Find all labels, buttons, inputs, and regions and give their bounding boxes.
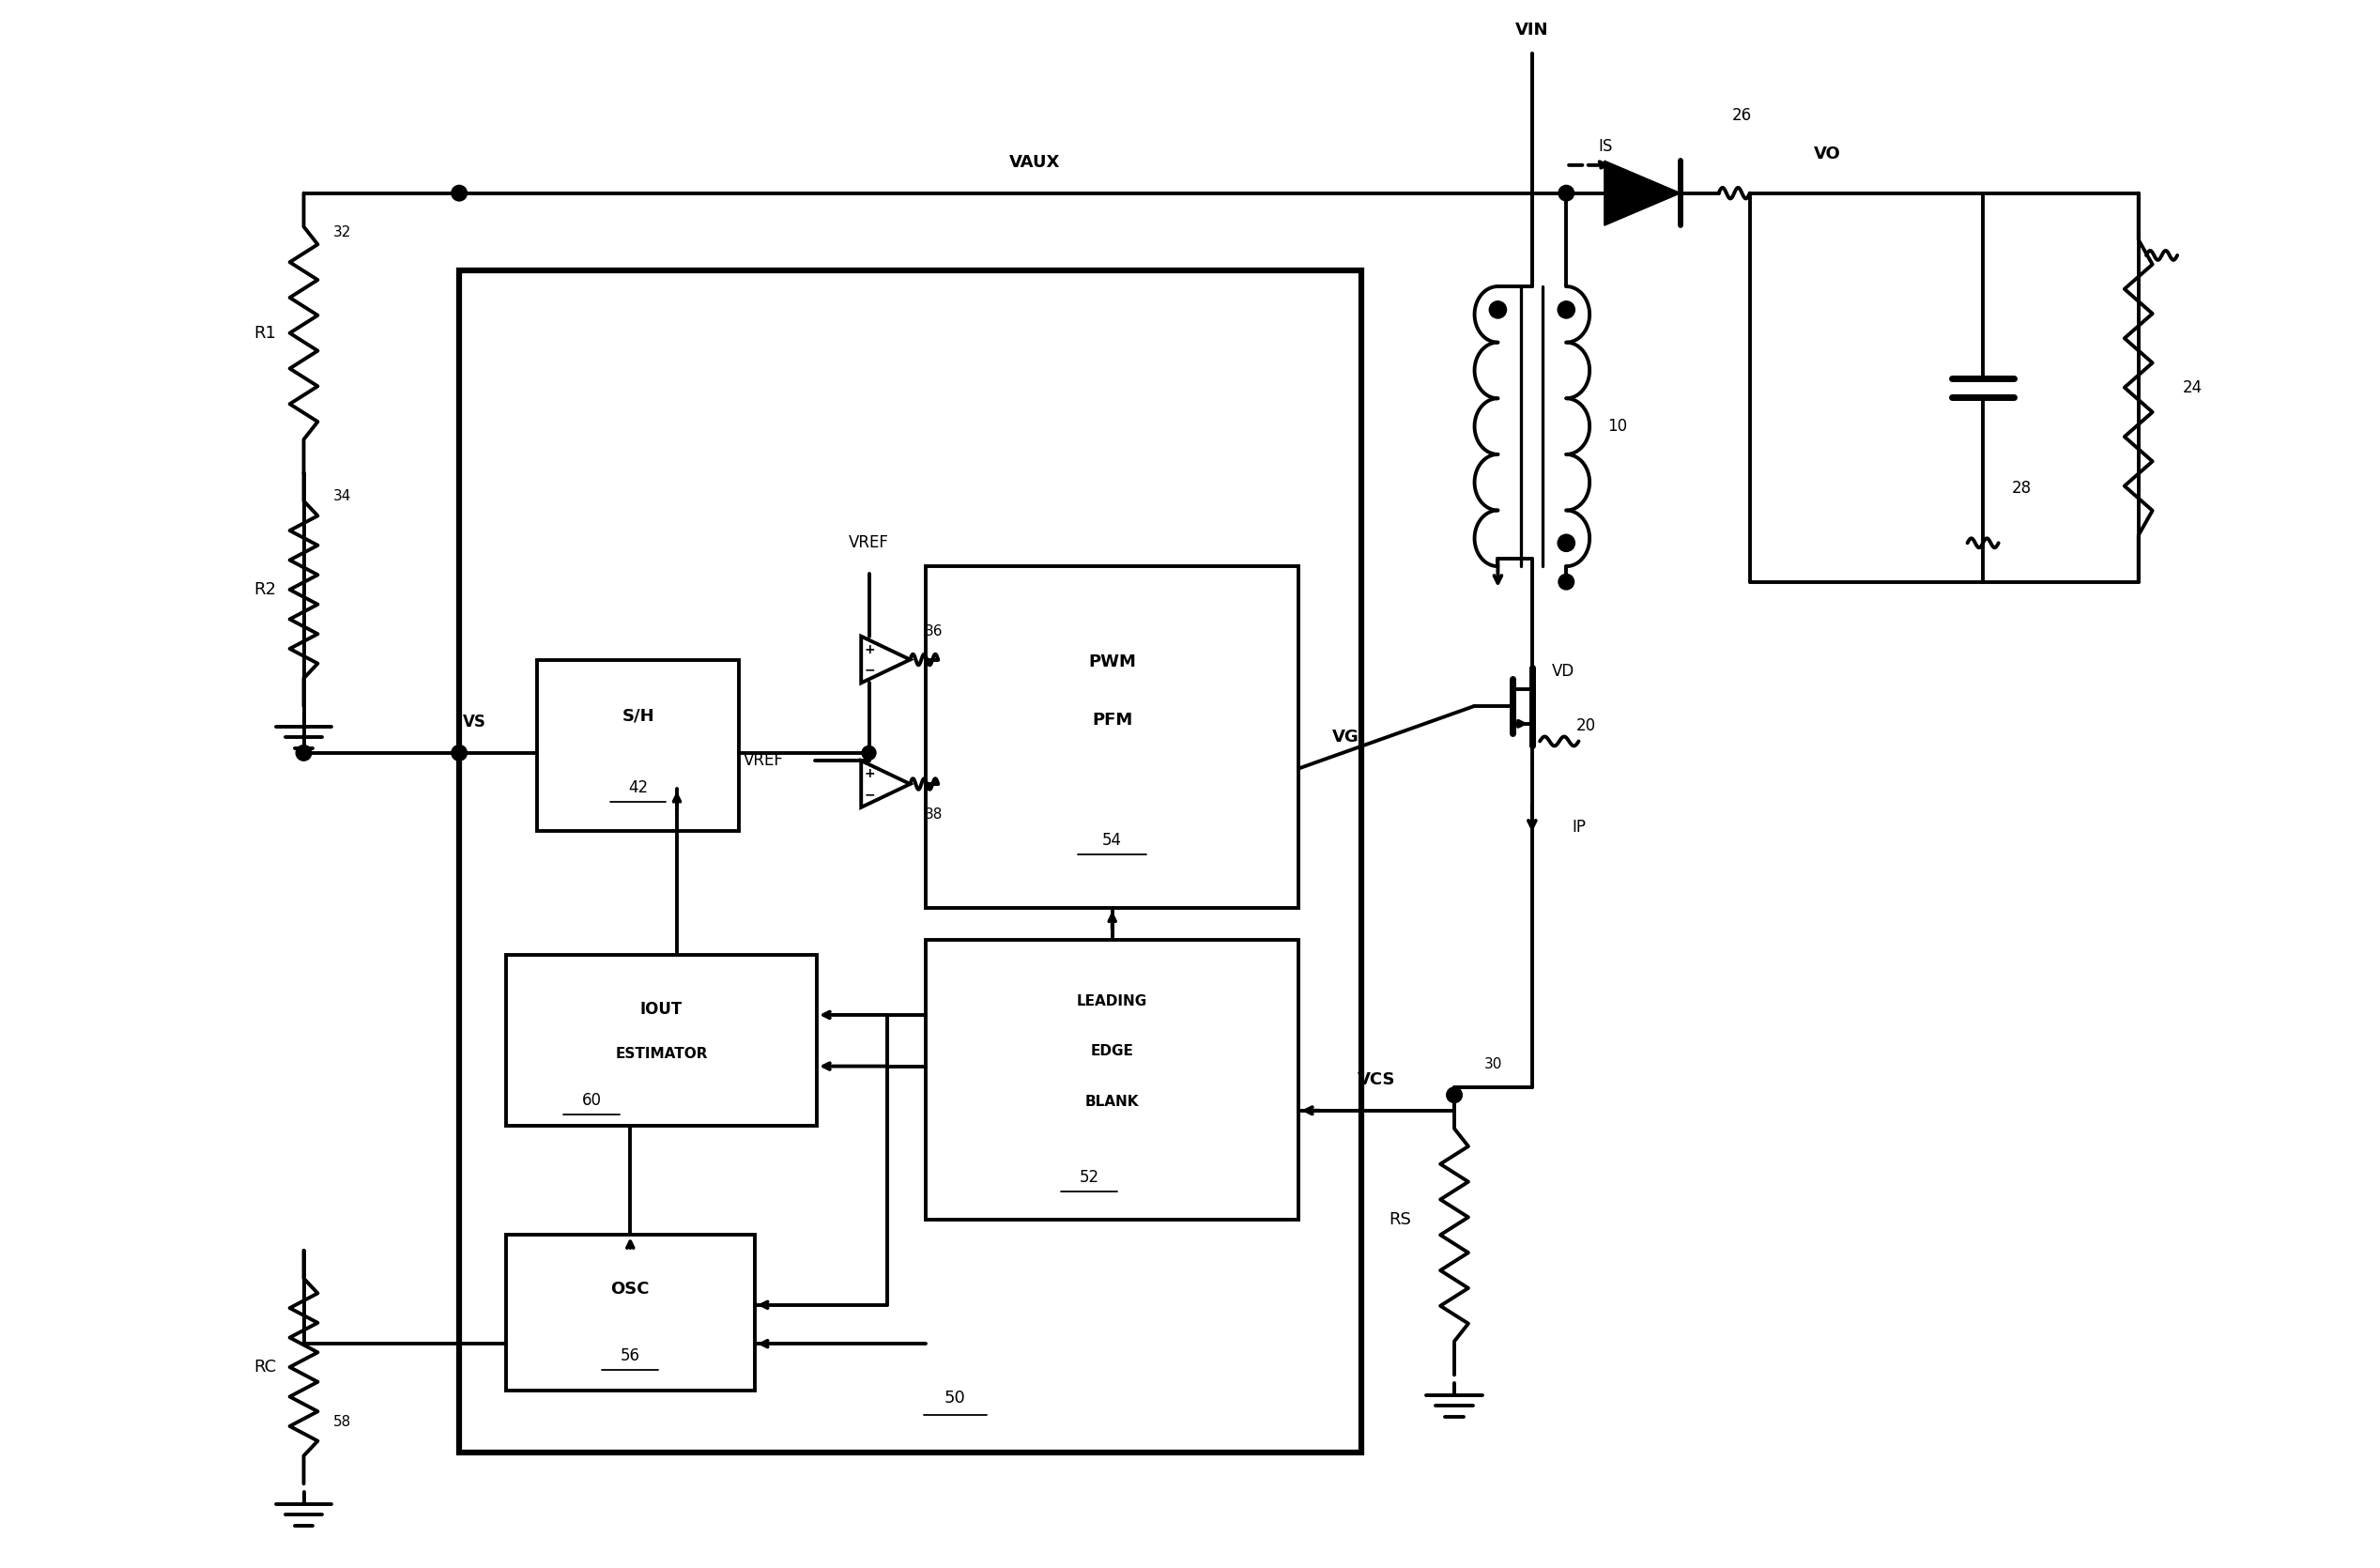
Text: ESTIMATOR: ESTIMATOR <box>614 1047 707 1062</box>
Text: PWM: PWM <box>1088 654 1135 671</box>
Bar <box>507 955 816 1126</box>
Circle shape <box>1559 185 1573 201</box>
Text: 36: 36 <box>923 624 942 638</box>
Text: S/H: S/H <box>621 707 654 724</box>
Circle shape <box>1490 301 1507 318</box>
Text: IS: IS <box>1597 138 1611 155</box>
Bar <box>459 271 1361 1452</box>
Text: −: − <box>864 787 876 801</box>
Bar <box>507 1236 754 1391</box>
Circle shape <box>1447 1087 1461 1102</box>
Text: RC: RC <box>255 1358 276 1375</box>
Bar <box>926 566 1299 908</box>
Text: LEADING: LEADING <box>1076 994 1147 1008</box>
Polygon shape <box>1604 162 1680 226</box>
Text: IOUT: IOUT <box>640 1002 683 1018</box>
Text: VCS: VCS <box>1357 1071 1395 1088</box>
Polygon shape <box>862 637 909 684</box>
Text: 32: 32 <box>333 224 352 238</box>
Text: VREF: VREF <box>850 535 890 552</box>
Text: 50: 50 <box>945 1389 966 1406</box>
Text: IP: IP <box>1571 818 1585 836</box>
Text: BLANK: BLANK <box>1085 1094 1140 1109</box>
Circle shape <box>1559 301 1576 318</box>
Text: +: + <box>864 767 876 781</box>
Text: VREF: VREF <box>743 753 783 770</box>
Text: 10: 10 <box>1606 419 1628 434</box>
Circle shape <box>1559 535 1576 552</box>
Bar <box>926 939 1299 1220</box>
Text: 34: 34 <box>333 489 352 503</box>
Text: 26: 26 <box>1733 107 1752 124</box>
Text: EDGE: EDGE <box>1090 1044 1133 1058</box>
Text: 24: 24 <box>2182 379 2204 397</box>
Circle shape <box>862 746 876 760</box>
Text: R2: R2 <box>255 582 276 597</box>
Circle shape <box>452 745 466 760</box>
Text: OSC: OSC <box>612 1281 650 1298</box>
Text: VS: VS <box>464 713 486 731</box>
Polygon shape <box>862 760 909 808</box>
Text: VG: VG <box>1333 729 1359 746</box>
Bar <box>538 660 740 831</box>
Text: 28: 28 <box>2011 480 2033 497</box>
Text: VIN: VIN <box>1516 22 1549 38</box>
Text: 42: 42 <box>628 779 647 797</box>
Text: VAUX: VAUX <box>1009 154 1059 171</box>
Text: PFM: PFM <box>1092 712 1133 729</box>
Text: 38: 38 <box>923 808 942 822</box>
Text: 56: 56 <box>621 1348 640 1364</box>
Text: +: + <box>864 643 876 655</box>
Text: R1: R1 <box>255 325 276 342</box>
Circle shape <box>452 185 466 201</box>
Circle shape <box>295 745 312 760</box>
Text: −: − <box>864 663 876 676</box>
Circle shape <box>1559 574 1573 590</box>
Text: 52: 52 <box>1078 1170 1100 1185</box>
Text: 30: 30 <box>1485 1057 1502 1071</box>
Text: 20: 20 <box>1576 717 1597 734</box>
Text: VO: VO <box>1814 146 1842 163</box>
Text: 54: 54 <box>1102 831 1121 848</box>
Text: 58: 58 <box>333 1414 352 1428</box>
Text: 60: 60 <box>581 1091 602 1109</box>
Text: VD: VD <box>1552 663 1576 679</box>
Text: RS: RS <box>1388 1210 1411 1228</box>
